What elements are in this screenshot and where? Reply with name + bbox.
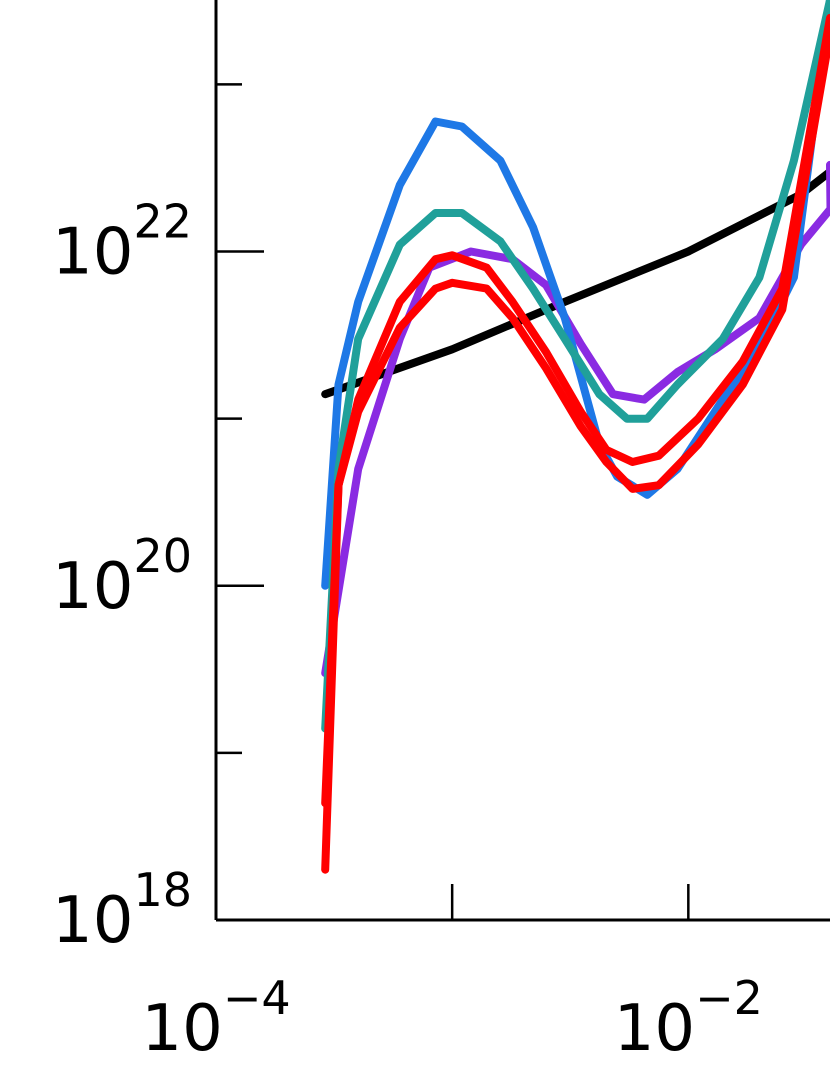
x-tick-label-0: 10 −4 bbox=[141, 971, 290, 1066]
svg-text:20: 20 bbox=[133, 529, 192, 583]
svg-text:10: 10 bbox=[52, 216, 133, 290]
series-line-4 bbox=[321, 30, 830, 808]
svg-text:−4: −4 bbox=[223, 971, 291, 1025]
svg-text:18: 18 bbox=[133, 863, 192, 917]
series-line-3 bbox=[321, 0, 830, 733]
axes bbox=[214, 0, 830, 922]
x-tick-label-1: 10 −2 bbox=[614, 971, 763, 1066]
svg-text:22: 22 bbox=[133, 195, 192, 249]
ticks bbox=[216, 83, 690, 922]
series-layer bbox=[321, 0, 830, 874]
svg-text:10: 10 bbox=[614, 992, 695, 1066]
series-line-5 bbox=[321, 13, 830, 874]
y-tick-label-0: 10 18 bbox=[52, 863, 192, 958]
svg-text:10: 10 bbox=[141, 992, 222, 1066]
y-tick-label-2: 10 22 bbox=[52, 195, 192, 290]
y-tick-label-1: 10 20 bbox=[52, 529, 192, 624]
svg-text:10: 10 bbox=[52, 550, 133, 624]
svg-text:10: 10 bbox=[52, 884, 133, 958]
svg-text:−2: −2 bbox=[695, 971, 763, 1025]
series-line-2 bbox=[321, 0, 830, 590]
